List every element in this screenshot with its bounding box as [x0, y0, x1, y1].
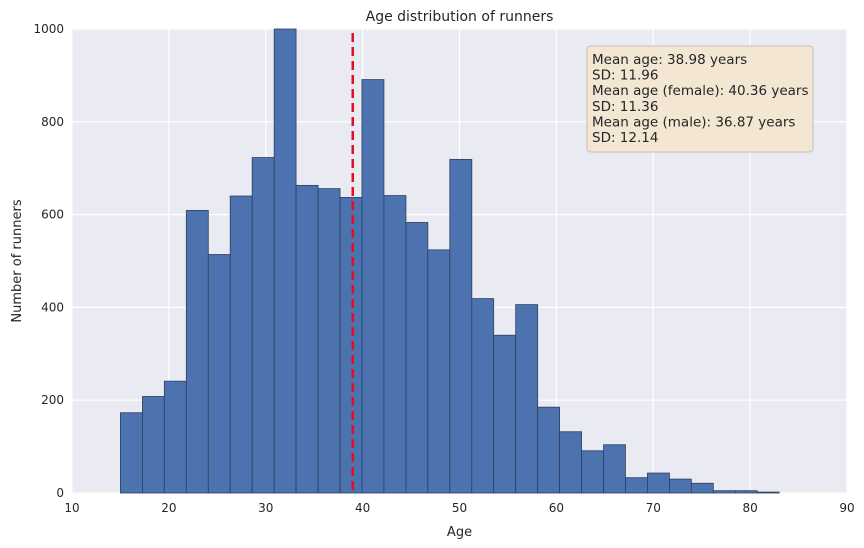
- histogram-bar: [317, 188, 341, 494]
- x-tick-label: 40: [355, 501, 370, 515]
- x-tick-label: 50: [452, 501, 467, 515]
- y-tick-label: 1000: [33, 22, 64, 36]
- histogram-bar: [120, 412, 143, 494]
- x-tick-label: 20: [161, 501, 176, 515]
- y-tick-label: 200: [41, 393, 64, 407]
- histogram-bar: [734, 490, 758, 494]
- histogram-bar: [690, 482, 714, 494]
- y-tick-label: 0: [56, 486, 64, 500]
- y-axis-ticks: 0 200 400 600 800 1000: [33, 22, 64, 500]
- histogram-bar: [251, 157, 275, 494]
- histogram-bar: [581, 450, 604, 494]
- stats-line-mean: Mean age: 38.98 years: [592, 52, 747, 68]
- stats-box: Mean age: 38.98 years SD: 11.96 Mean age…: [586, 45, 814, 153]
- histogram-bar: [537, 406, 560, 494]
- x-axis-ticks: 10 20 30 40 50 60 70 80 90: [64, 501, 854, 515]
- histogram-bar: [229, 195, 253, 494]
- histogram-bar: [361, 79, 385, 494]
- stats-line-mean-male: Mean age (male): 36.87 years: [592, 114, 795, 130]
- x-axis-label: Age: [447, 525, 472, 540]
- stats-line-sd-male: SD: 12.14: [592, 130, 658, 146]
- histogram-bar: [625, 477, 648, 494]
- x-tick-label: 60: [549, 501, 564, 515]
- stats-line-sd-female: SD: 11.36: [592, 99, 658, 115]
- x-tick-label: 90: [839, 501, 854, 515]
- stats-line-sd: SD: 11.96: [592, 68, 658, 84]
- histogram-bar: [471, 298, 495, 494]
- histogram-bar: [515, 304, 539, 494]
- stats-line-mean-female: Mean age (female): 40.36 years: [592, 83, 809, 99]
- histogram-bar: [427, 249, 451, 494]
- y-axis-label: Number of runners: [10, 199, 25, 322]
- x-tick-label: 70: [646, 501, 661, 515]
- y-tick-label: 600: [41, 208, 64, 222]
- x-tick-label: 10: [64, 501, 79, 515]
- chart-title: Age distribution of runners: [366, 9, 554, 25]
- histogram-bar: [405, 222, 429, 494]
- histogram-bar: [493, 334, 517, 494]
- histogram-bar: [756, 491, 780, 494]
- histogram-bar: [559, 431, 582, 494]
- histogram-bar: [603, 444, 626, 494]
- x-tick-label: 30: [258, 501, 273, 515]
- histogram-bar: [647, 472, 670, 494]
- histogram-bar: [449, 158, 473, 494]
- histogram-bar: [339, 197, 363, 494]
- y-tick-label: 800: [41, 115, 64, 129]
- histogram-bar: [163, 380, 187, 494]
- histogram-bar: [185, 210, 209, 494]
- histogram-bar: [207, 254, 231, 494]
- histogram-bar: [383, 195, 407, 494]
- y-tick-label: 400: [41, 300, 64, 314]
- histogram-bar: [712, 490, 736, 494]
- histogram-bars: [120, 28, 780, 494]
- stats-box-background: [586, 45, 814, 153]
- histogram-bar: [273, 28, 297, 494]
- histogram-bar: [295, 184, 319, 494]
- histogram-bar: [142, 396, 165, 494]
- histogram-bar: [669, 478, 692, 494]
- x-tick-label: 80: [742, 501, 757, 515]
